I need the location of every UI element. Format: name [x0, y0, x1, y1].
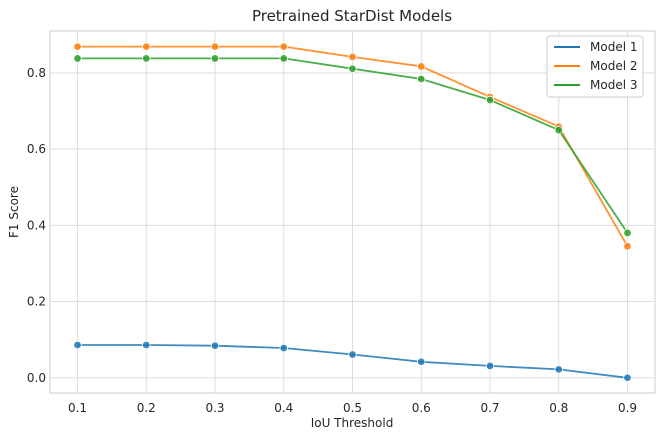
x-axis-label: IoU Threshold — [311, 416, 394, 430]
y-tick-labels: 0.0 0.2 0.4 0.6 0.8 — [27, 66, 46, 385]
legend-label: Model 1 — [590, 40, 637, 54]
x-tick-label: 0.4 — [274, 401, 293, 415]
x-tick-label: 0.8 — [549, 401, 568, 415]
x-tick-label: 0.7 — [480, 401, 499, 415]
data-point — [623, 373, 632, 382]
data-point — [417, 62, 426, 71]
x-tick-labels: 0.1 0.2 0.3 0.4 0.5 0.6 0.7 0.8 0.9 — [68, 401, 637, 415]
data-point — [348, 52, 357, 62]
data-point — [142, 42, 151, 51]
data-point — [210, 341, 220, 350]
y-tick-label: 0.4 — [27, 218, 46, 232]
x-tick-label: 0.9 — [618, 401, 637, 415]
data-point — [279, 42, 288, 51]
data-point — [623, 228, 632, 238]
legend-label: Model 3 — [590, 78, 637, 92]
data-point — [279, 343, 288, 353]
data-point — [142, 340, 151, 350]
data-point — [554, 365, 563, 374]
data-point — [623, 242, 632, 251]
data-point — [142, 54, 151, 63]
series-layer — [73, 42, 632, 382]
data-point — [417, 357, 426, 366]
data-point — [348, 64, 357, 73]
x-tick-label: 0.6 — [412, 401, 431, 415]
data-point — [485, 361, 495, 371]
x-tick-label: 0.1 — [68, 401, 87, 415]
series-3 — [73, 54, 632, 238]
data-point — [279, 54, 288, 63]
legend-frame — [546, 35, 644, 98]
legend: Model 1 Model 2 Model 3 — [546, 35, 644, 98]
series-1 — [73, 340, 632, 382]
x-tick-label: 0.2 — [137, 401, 156, 415]
data-point — [417, 74, 426, 84]
y-tick-label: 0.8 — [27, 66, 46, 80]
y-tick-label: 0.6 — [27, 142, 46, 156]
data-point — [485, 95, 495, 105]
data-point — [73, 54, 82, 63]
data-point — [73, 340, 82, 350]
x-tick-label: 0.3 — [205, 401, 224, 415]
data-point — [554, 125, 563, 135]
data-point — [73, 42, 82, 51]
y-tick-label: 0.0 — [27, 371, 46, 385]
y-tick-label: 0.2 — [27, 295, 46, 309]
legend-label: Model 2 — [590, 59, 637, 73]
chart-title: Pretrained StarDist Models — [252, 7, 452, 25]
data-point — [348, 350, 357, 359]
data-point — [210, 42, 220, 51]
data-point — [210, 54, 220, 63]
series-2 — [73, 42, 632, 251]
y-axis-label: F1 Score — [7, 186, 21, 238]
x-tick-label: 0.5 — [343, 401, 362, 415]
